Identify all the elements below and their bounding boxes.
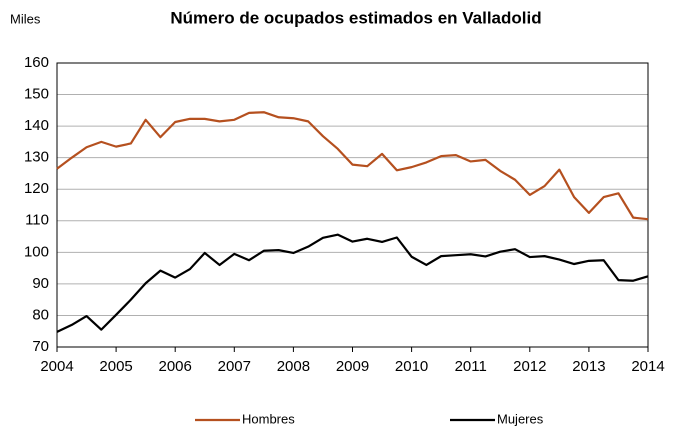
y-tick-label: 130 xyxy=(24,149,49,166)
y-tick-label: 120 xyxy=(24,180,49,197)
y-unit: Miles xyxy=(10,11,41,26)
y-tick-label: 80 xyxy=(32,306,49,323)
x-tick-label: 2004 xyxy=(40,358,73,375)
y-tick-label: 140 xyxy=(24,117,49,134)
x-tick-label: 2006 xyxy=(159,358,192,375)
y-tick-label: 70 xyxy=(32,338,49,355)
chart-title: Número de ocupados estimados en Valladol… xyxy=(170,8,541,27)
y-tick-label: 100 xyxy=(24,243,49,260)
y-tick-label: 150 xyxy=(24,86,49,103)
x-tick-label: 2005 xyxy=(99,358,132,375)
x-tick-label: 2009 xyxy=(336,358,369,375)
x-tick-label: 2007 xyxy=(218,358,251,375)
legend-label: Mujeres xyxy=(497,411,544,426)
series-line xyxy=(56,111,649,221)
legend-label: Hombres xyxy=(242,411,295,426)
y-tick-label: 110 xyxy=(25,212,49,229)
plot-frame xyxy=(56,62,649,348)
x-tick-label: 2012 xyxy=(513,358,546,375)
x-tick-label: 2010 xyxy=(395,358,428,375)
y-tick-label: 160 xyxy=(24,54,49,71)
x-tick-label: 2013 xyxy=(572,358,605,375)
x-tick-label: 2011 xyxy=(455,358,487,375)
series-line xyxy=(56,233,649,333)
y-tick-label: 90 xyxy=(32,275,49,292)
x-tick-label: 2014 xyxy=(631,358,664,375)
x-tick-label: 2008 xyxy=(277,358,310,375)
